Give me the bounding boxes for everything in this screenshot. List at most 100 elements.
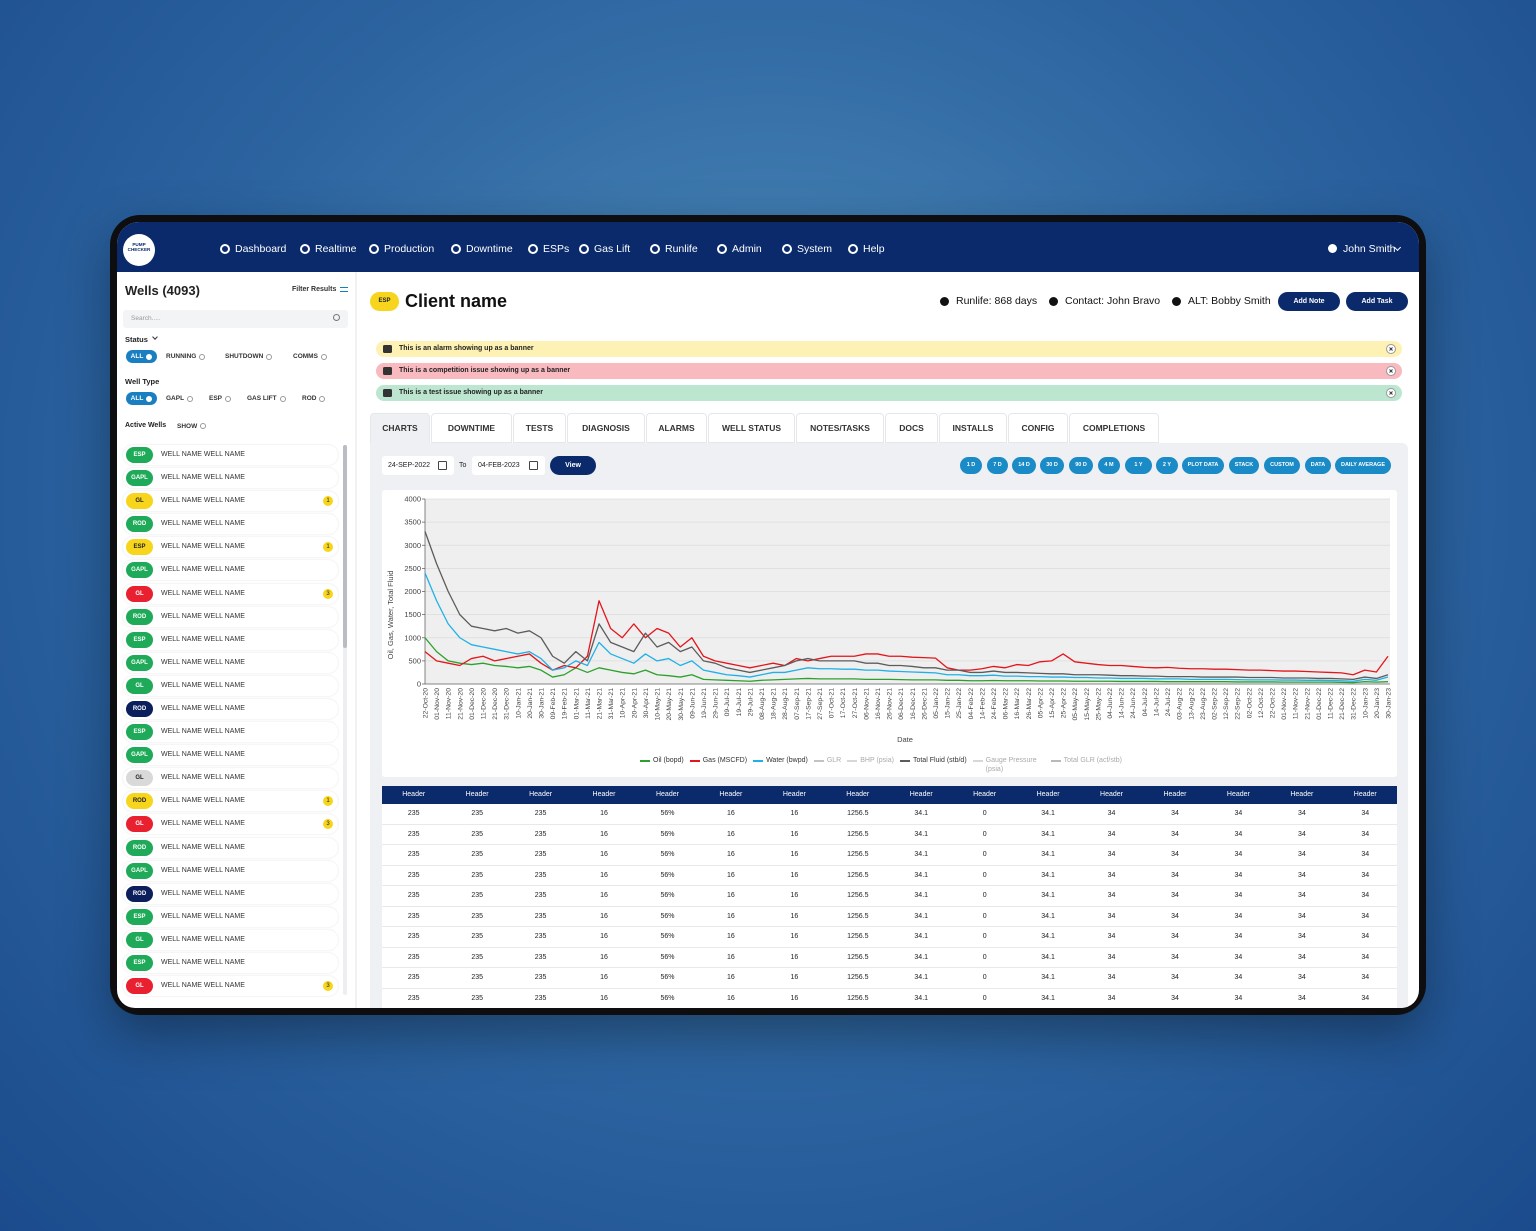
filter-pill[interactable]: ESP: [209, 392, 234, 405]
legend-item[interactable]: Water (bwpd): [753, 756, 808, 765]
table-cell: 235: [382, 825, 446, 845]
well-type-badge: GL: [126, 978, 153, 995]
filter-pill[interactable]: ROD: [302, 392, 329, 405]
table-cell: 34: [1333, 886, 1397, 907]
well-row[interactable]: GAPL WELL NAME WELL NAME: [123, 860, 338, 881]
header-button[interactable]: Add Note: [1278, 292, 1340, 311]
well-row[interactable]: ROD WELL NAME WELL NAME 1: [123, 791, 338, 812]
filter-pill[interactable]: GAPL: [166, 392, 197, 405]
range-button[interactable]: DAILY AVERAGE: [1335, 457, 1391, 474]
filter-pill[interactable]: ALL: [126, 392, 157, 405]
well-row[interactable]: ROD WELL NAME WELL NAME: [123, 514, 338, 535]
well-name: WELL NAME WELL NAME: [161, 982, 245, 990]
tab[interactable]: DIAGNOSIS: [567, 413, 645, 443]
nav-item[interactable]: Admin: [717, 241, 762, 257]
table-cell: 16: [572, 825, 636, 845]
x-tick-label: 10-Apr-21: [620, 688, 627, 718]
well-row[interactable]: ROD WELL NAME WELL NAME: [123, 883, 338, 904]
table-cell: 1256.5: [826, 825, 890, 845]
range-button[interactable]: 90 D: [1069, 457, 1093, 474]
legend-item[interactable]: Total GLR (acf/stb): [1050, 756, 1122, 765]
filter-pill[interactable]: ALL: [126, 350, 157, 363]
legend-item[interactable]: Total Fluid (stb/d): [899, 756, 967, 765]
nav-item[interactable]: Runlife: [650, 241, 698, 257]
legend-item[interactable]: BHP (psia): [847, 756, 894, 765]
banner-close[interactable]: [1386, 366, 1396, 376]
tab[interactable]: NOTES/TASKS: [796, 413, 884, 443]
nav-item[interactable]: Dashboard: [220, 241, 286, 257]
well-row[interactable]: GL WELL NAME WELL NAME: [123, 768, 338, 789]
well-row[interactable]: ESP WELL NAME WELL NAME: [123, 722, 338, 743]
tab[interactable]: COMPLETIONS: [1069, 413, 1159, 443]
user-name[interactable]: John Smith: [1343, 243, 1396, 255]
well-row[interactable]: GL WELL NAME WELL NAME 1: [123, 491, 338, 512]
banner-icon: [383, 389, 392, 397]
range-button[interactable]: STACK: [1229, 457, 1259, 474]
nav-item[interactable]: Gas Lift: [579, 241, 630, 257]
range-button[interactable]: 4 M: [1098, 457, 1120, 474]
well-row[interactable]: GL WELL NAME WELL NAME 3: [123, 976, 338, 997]
date-input[interactable]: 24-SEP-2022: [382, 456, 454, 475]
well-row[interactable]: ROD WELL NAME WELL NAME: [123, 837, 338, 858]
well-row[interactable]: ROD WELL NAME WELL NAME: [123, 698, 338, 719]
well-row[interactable]: GAPL WELL NAME WELL NAME: [123, 745, 338, 766]
well-row[interactable]: GL WELL NAME WELL NAME: [123, 929, 338, 950]
header-button[interactable]: Add Task: [1346, 292, 1408, 311]
nav-item[interactable]: System: [782, 241, 832, 257]
banner-close[interactable]: [1386, 388, 1396, 398]
well-row[interactable]: ESP WELL NAME WELL NAME: [123, 952, 338, 973]
legend-item[interactable]: GLR: [813, 756, 841, 765]
tab[interactable]: DOWNTIME: [431, 413, 512, 443]
active-wells-toggle[interactable]: SHOW: [177, 421, 207, 431]
x-tick-label: 23-Aug-22: [1200, 688, 1207, 720]
range-button[interactable]: 1 D: [960, 457, 982, 474]
banner-close[interactable]: [1386, 344, 1396, 354]
date-input[interactable]: 04-FEB-2023: [472, 456, 545, 475]
range-button[interactable]: 7 D: [987, 457, 1008, 474]
nav-item[interactable]: Help: [848, 241, 885, 257]
filter-pill[interactable]: GAS LIFT: [247, 392, 289, 405]
nav-item[interactable]: Realtime: [300, 241, 356, 257]
range-button[interactable]: 14 D: [1012, 457, 1036, 474]
filter-pill[interactable]: SHUTDOWN: [225, 350, 280, 363]
filter-results[interactable]: Filter Results: [292, 286, 337, 293]
tab[interactable]: DOCS: [885, 413, 938, 443]
table-cell: 56%: [635, 968, 700, 989]
well-row[interactable]: GAPL WELL NAME WELL NAME: [123, 468, 338, 489]
legend-item[interactable]: Gas (MSCFD): [689, 756, 747, 765]
search-box[interactable]: Search.....: [123, 310, 348, 328]
nav-item[interactable]: Production: [369, 241, 434, 257]
range-button[interactable]: CUSTOM: [1264, 457, 1300, 474]
well-row[interactable]: GL WELL NAME WELL NAME 3: [123, 814, 338, 835]
well-row[interactable]: ESP WELL NAME WELL NAME 1: [123, 537, 338, 558]
tab[interactable]: TESTS: [513, 413, 566, 443]
x-axis-label: Date: [897, 735, 913, 744]
well-row[interactable]: ESP WELL NAME WELL NAME: [123, 629, 338, 650]
range-button[interactable]: 30 D: [1040, 457, 1064, 474]
nav-item[interactable]: Downtime: [451, 241, 513, 257]
pill-label: GAPL: [166, 395, 185, 402]
nav-item[interactable]: ESPs: [528, 241, 569, 257]
legend-item[interactable]: Gauge Pressure (psia): [972, 756, 1045, 774]
range-button[interactable]: 2 Y: [1156, 457, 1178, 474]
well-row[interactable]: GAPL WELL NAME WELL NAME: [123, 652, 338, 673]
well-row[interactable]: GL WELL NAME WELL NAME 3: [123, 583, 338, 604]
well-row[interactable]: GL WELL NAME WELL NAME: [123, 675, 338, 696]
view-button[interactable]: View: [550, 456, 596, 475]
tab[interactable]: CONFIG: [1008, 413, 1068, 443]
range-button[interactable]: 1 Y: [1125, 457, 1152, 474]
tab[interactable]: CHARTS: [370, 413, 430, 444]
tab[interactable]: ALARMS: [646, 413, 707, 443]
well-row[interactable]: GAPL WELL NAME WELL NAME: [123, 560, 338, 581]
x-tick-label: 29-Jul-21: [747, 688, 754, 717]
filter-pill[interactable]: COMMS: [293, 350, 332, 363]
tab[interactable]: INSTALLS: [939, 413, 1007, 443]
range-button[interactable]: PLOT DATA: [1182, 457, 1224, 474]
filter-pill[interactable]: RUNNING: [166, 350, 211, 363]
tab[interactable]: WELL STATUS: [708, 413, 795, 443]
range-button[interactable]: DATA: [1305, 457, 1331, 474]
well-row[interactable]: ESP WELL NAME WELL NAME: [123, 445, 338, 465]
well-row[interactable]: ROD WELL NAME WELL NAME: [123, 606, 338, 627]
well-row[interactable]: ESP WELL NAME WELL NAME: [123, 906, 338, 927]
legend-item[interactable]: Oil (bopd): [640, 756, 684, 765]
